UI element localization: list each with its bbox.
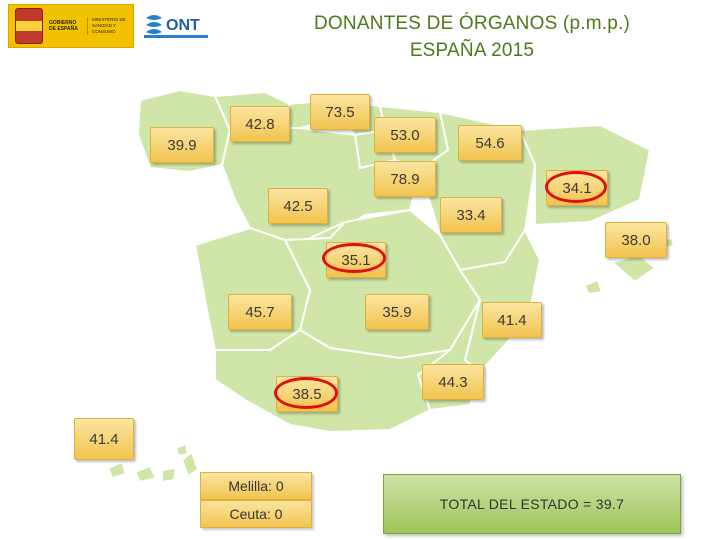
government-logo: GOBIERNO DE ESPAÑA MINISTERIO DE SANIDAD… xyxy=(8,4,134,48)
region-label-castilla-leon: 42.5 xyxy=(268,188,328,224)
title-line-1: DONANTES DE ÓRGANOS (p.m.p.) xyxy=(314,13,630,34)
ceuta-label: Ceuta: 0 xyxy=(200,500,312,528)
spain-crest-icon xyxy=(15,8,43,44)
region-label-canarias: 41.4 xyxy=(74,418,134,460)
total-estado-label: TOTAL DEL ESTADO = 39.7 xyxy=(439,496,625,512)
region-label-extremadura: 45.7 xyxy=(228,294,292,330)
region-label-galicia: 39.9 xyxy=(150,127,214,163)
page-title: DONANTES DE ÓRGANOS (p.m.p.) ESPAÑA 2015 xyxy=(262,10,682,64)
ont-logo-text: ONT xyxy=(166,17,200,34)
map-region-canarias xyxy=(106,442,200,484)
region-label-cantabria: 73.5 xyxy=(310,94,370,130)
region-label-la-rioja: 78.9 xyxy=(374,161,436,197)
ministry-logo-text: MINISTERIO DE SANIDAD Y CONSUMO xyxy=(87,17,130,35)
melilla-label: Melilla: 0 xyxy=(200,472,312,500)
title-line-2: ESPAÑA 2015 xyxy=(409,40,535,61)
region-label-pais-vasco: 53.0 xyxy=(374,117,436,153)
highlight-circle-madrid xyxy=(322,243,386,273)
region-label-baleares: 38.0 xyxy=(605,222,667,258)
region-label-valencia: 41.4 xyxy=(482,302,542,338)
region-label-aragon: 33.4 xyxy=(440,197,502,233)
total-estado-box: TOTAL DEL ESTADO = 39.7 xyxy=(383,474,681,534)
government-logo-text: GOBIERNO DE ESPAÑA xyxy=(49,20,78,32)
region-label-asturias: 42.8 xyxy=(230,106,290,142)
ont-logo-icon: ONT xyxy=(144,15,208,38)
region-label-murcia: 44.3 xyxy=(422,364,484,400)
highlight-circle-cataluna xyxy=(545,171,607,203)
highlight-circle-andalucia xyxy=(274,377,338,409)
region-label-castilla-la-mancha: 35.9 xyxy=(365,294,429,330)
region-label-navarra: 54.6 xyxy=(458,125,522,161)
